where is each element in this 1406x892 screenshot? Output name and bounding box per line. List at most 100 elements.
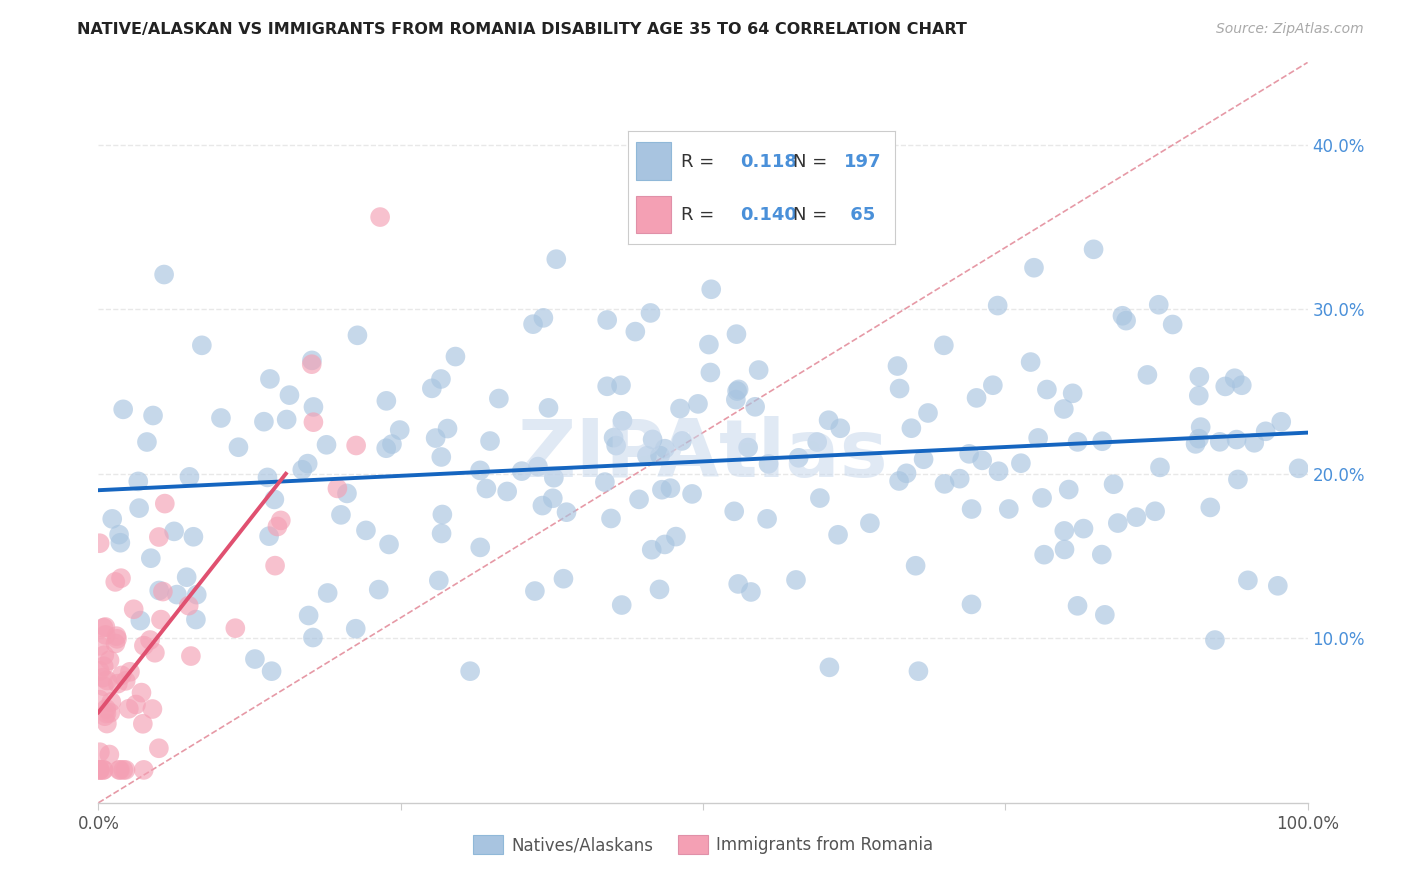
Point [118, 702, 141, 716]
Point [1267, 579, 1289, 593]
Point [889, 382, 911, 396]
Point [1010, 456, 1032, 470]
Point [1026, 431, 1049, 445]
Text: R =: R = [682, 206, 720, 224]
Point [748, 363, 770, 377]
Point [367, 582, 389, 597]
Point [785, 573, 807, 587]
Point [605, 439, 627, 453]
Point [966, 391, 988, 405]
Point [128, 501, 150, 516]
Text: 0.140: 0.140 [740, 206, 797, 224]
Point [132, 716, 155, 731]
Point [1036, 383, 1059, 397]
Point [330, 508, 353, 522]
Point [659, 481, 682, 495]
Point [209, 411, 232, 425]
Point [960, 502, 983, 516]
Point [1094, 607, 1116, 622]
Point [291, 463, 314, 477]
Point [610, 378, 633, 392]
Point [302, 415, 325, 429]
Point [1226, 472, 1249, 486]
Point [152, 584, 174, 599]
Point [276, 412, 298, 426]
Point [537, 401, 560, 415]
Point [257, 529, 280, 543]
Point [425, 431, 447, 445]
Point [972, 453, 994, 467]
Text: 0.118: 0.118 [740, 153, 797, 170]
Point [131, 685, 153, 699]
Point [725, 384, 748, 398]
Point [727, 577, 749, 591]
Text: NATIVE/ALASKAN VS IMMIGRANTS FROM ROMANIA DISABILITY AGE 35 TO 64 CORRELATION CH: NATIVE/ALASKAN VS IMMIGRANTS FROM ROMANI… [77, 22, 967, 37]
Point [259, 372, 281, 386]
Point [479, 434, 502, 448]
Point [118, 665, 141, 679]
Point [143, 646, 166, 660]
Point [859, 516, 882, 531]
Text: N =: N = [793, 206, 834, 224]
Point [101, 512, 124, 526]
Point [949, 472, 972, 486]
Point [141, 702, 163, 716]
Point [107, 676, 129, 690]
Point [375, 393, 398, 408]
Point [806, 435, 828, 450]
Point [110, 571, 132, 585]
Point [1189, 420, 1212, 434]
Point [105, 629, 128, 643]
Point [957, 447, 980, 461]
Point [91, 671, 114, 685]
Point [997, 502, 1019, 516]
Point [896, 467, 918, 481]
Point [346, 328, 368, 343]
Point [1288, 461, 1310, 475]
Point [523, 584, 546, 599]
Point [1209, 434, 1232, 449]
Point [108, 763, 131, 777]
Point [191, 338, 214, 352]
Point [139, 633, 162, 648]
Point [917, 406, 939, 420]
Point [122, 602, 145, 616]
Point [1031, 491, 1053, 505]
Point [900, 421, 922, 435]
Point [264, 558, 287, 573]
Text: 197: 197 [844, 153, 882, 170]
Point [177, 599, 200, 613]
Point [1136, 368, 1159, 382]
Point [114, 673, 136, 688]
Point [960, 598, 983, 612]
Point [700, 282, 723, 296]
Point [149, 613, 172, 627]
Point [488, 392, 510, 406]
Point [470, 541, 492, 555]
Point [1115, 313, 1137, 327]
Point [527, 459, 550, 474]
Point [724, 392, 747, 407]
Point [93, 763, 115, 777]
Point [697, 337, 720, 351]
Point [93, 679, 115, 693]
Point [98, 706, 121, 720]
Point [510, 464, 533, 478]
Point [686, 397, 709, 411]
Point [1147, 298, 1170, 312]
Point [336, 486, 359, 500]
Point [94, 628, 117, 642]
Point [468, 463, 491, 477]
Point [1161, 318, 1184, 332]
Point [148, 741, 170, 756]
FancyBboxPatch shape [636, 195, 671, 233]
Point [96, 673, 118, 688]
Point [298, 608, 321, 623]
Point [432, 508, 454, 522]
Point [654, 537, 676, 551]
Point [641, 542, 664, 557]
Point [89, 639, 111, 653]
Point [108, 527, 131, 541]
Point [436, 421, 458, 435]
Point [756, 512, 779, 526]
